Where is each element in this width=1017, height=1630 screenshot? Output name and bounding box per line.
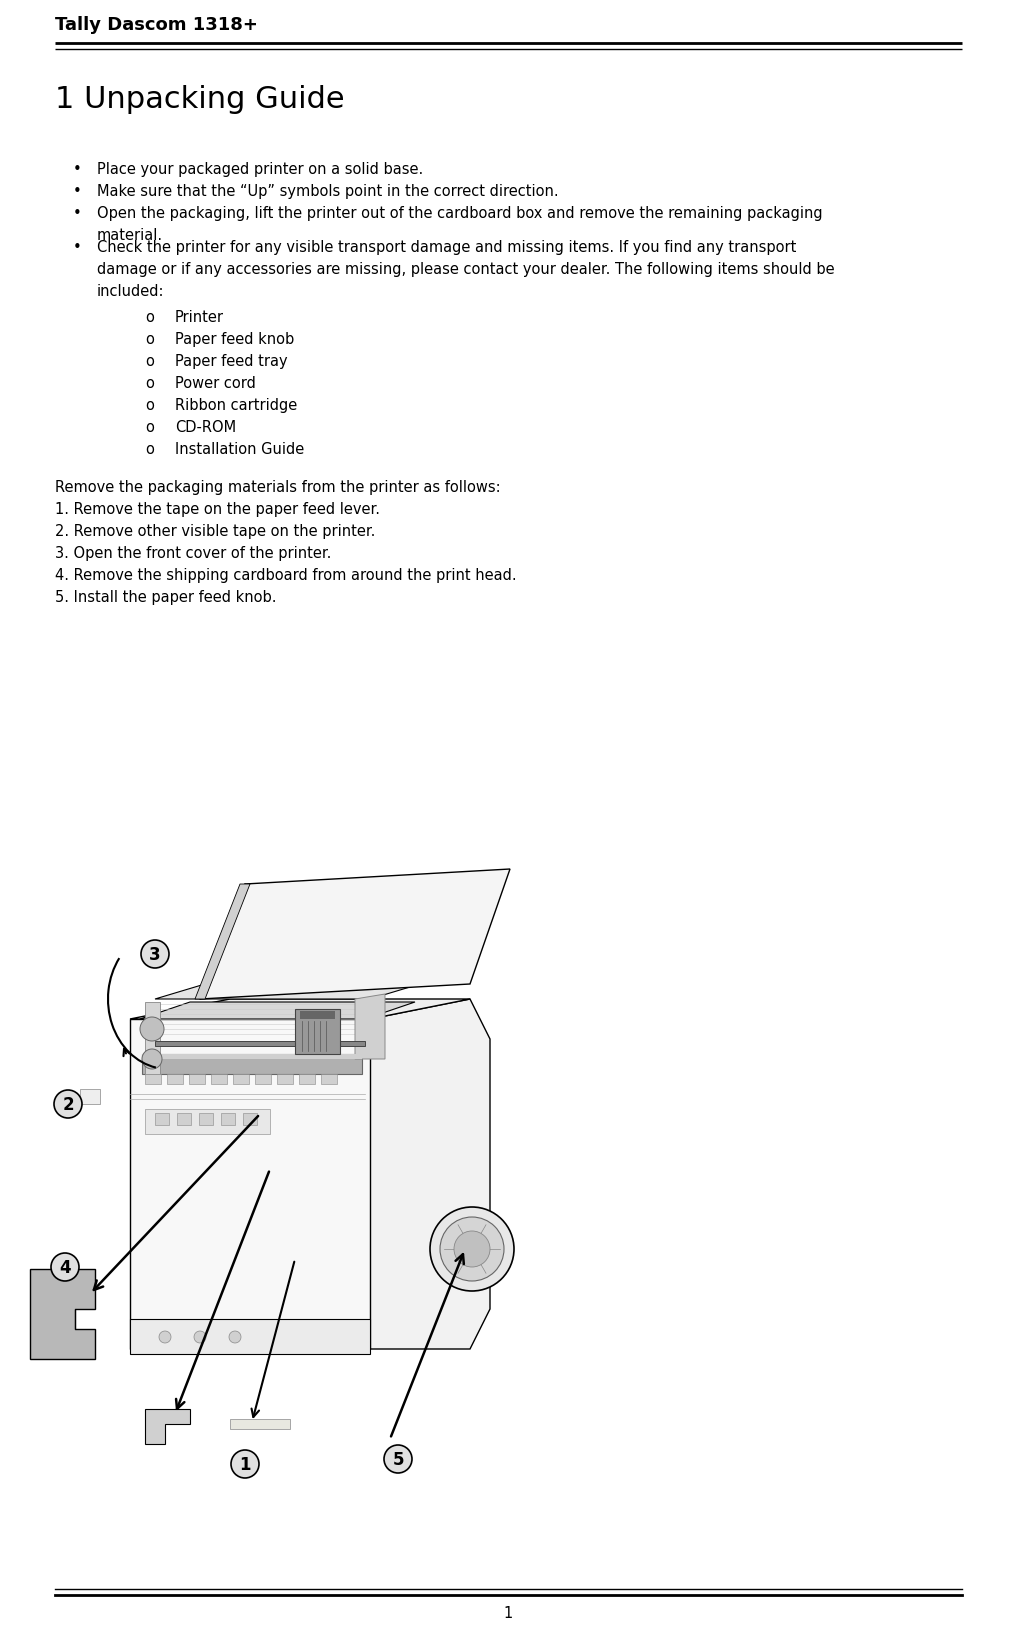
Text: Paper feed knob: Paper feed knob [175, 333, 294, 347]
Text: Check the printer for any visible transport damage and missing items. If you fin: Check the printer for any visible transp… [97, 240, 796, 254]
Text: Paper feed tray: Paper feed tray [175, 354, 288, 368]
Polygon shape [233, 1074, 249, 1084]
Polygon shape [277, 1074, 293, 1084]
Polygon shape [221, 1113, 235, 1125]
Polygon shape [243, 1113, 257, 1125]
Text: o: o [145, 442, 154, 456]
Polygon shape [189, 1074, 205, 1084]
Text: Make sure that the “Up” symbols point in the correct direction.: Make sure that the “Up” symbols point in… [97, 184, 558, 199]
Text: 5. Install the paper feed knob.: 5. Install the paper feed knob. [55, 590, 277, 605]
Text: material.: material. [97, 228, 163, 243]
Polygon shape [142, 1055, 362, 1074]
Text: 1: 1 [503, 1606, 514, 1620]
Polygon shape [299, 1074, 315, 1084]
Polygon shape [167, 1074, 183, 1084]
Text: Installation Guide: Installation Guide [175, 442, 304, 456]
Polygon shape [195, 885, 250, 999]
Circle shape [159, 1332, 171, 1343]
Polygon shape [142, 1055, 362, 1060]
Text: Printer: Printer [175, 310, 224, 324]
Text: o: o [145, 310, 154, 324]
Polygon shape [355, 994, 385, 1060]
Circle shape [229, 1332, 241, 1343]
Polygon shape [145, 1410, 190, 1444]
Text: CD-ROM: CD-ROM [175, 421, 236, 435]
Circle shape [430, 1208, 514, 1291]
Polygon shape [80, 1089, 100, 1104]
Polygon shape [177, 1113, 191, 1125]
Polygon shape [155, 985, 420, 999]
Polygon shape [130, 1019, 370, 1350]
Text: o: o [145, 421, 154, 435]
Polygon shape [230, 1420, 290, 1430]
Polygon shape [29, 1270, 95, 1359]
Text: o: o [145, 377, 154, 391]
Text: 4. Remove the shipping cardboard from around the print head.: 4. Remove the shipping cardboard from ar… [55, 567, 517, 582]
Text: Remove the packaging materials from the printer as follows:: Remove the packaging materials from the … [55, 479, 500, 494]
Text: 2: 2 [62, 1095, 74, 1113]
Circle shape [140, 1017, 164, 1042]
Polygon shape [295, 1009, 340, 1055]
Circle shape [194, 1332, 206, 1343]
Text: 2. Remove other visible tape on the printer.: 2. Remove other visible tape on the prin… [55, 523, 375, 538]
Text: 4: 4 [59, 1258, 71, 1276]
Polygon shape [211, 1074, 227, 1084]
Text: 1 Unpacking Guide: 1 Unpacking Guide [55, 85, 345, 114]
Polygon shape [130, 999, 470, 1019]
Circle shape [454, 1231, 490, 1267]
Text: 3. Open the front cover of the printer.: 3. Open the front cover of the printer. [55, 546, 332, 561]
Polygon shape [199, 1113, 213, 1125]
Text: Tally Dascom 1318+: Tally Dascom 1318+ [55, 16, 258, 34]
Polygon shape [200, 869, 510, 999]
Polygon shape [370, 999, 490, 1350]
Polygon shape [255, 1074, 271, 1084]
Circle shape [142, 1050, 162, 1069]
Polygon shape [321, 1074, 337, 1084]
Text: 3: 3 [149, 945, 161, 963]
Text: •: • [73, 184, 81, 199]
Text: •: • [73, 205, 81, 220]
Text: Open the packaging, lift the printer out of the cardboard box and remove the rem: Open the packaging, lift the printer out… [97, 205, 823, 220]
Text: 1: 1 [239, 1456, 251, 1474]
Circle shape [440, 1218, 504, 1281]
Text: damage or if any accessories are missing, please contact your dealer. The follow: damage or if any accessories are missing… [97, 262, 835, 277]
Text: Place your packaged printer on a solid base.: Place your packaged printer on a solid b… [97, 161, 423, 178]
Text: Ribbon cartridge: Ribbon cartridge [175, 398, 297, 412]
Polygon shape [155, 1113, 169, 1125]
Text: •: • [73, 161, 81, 178]
Text: •: • [73, 240, 81, 254]
Polygon shape [140, 1002, 415, 1019]
Text: o: o [145, 398, 154, 412]
Text: 1. Remove the tape on the paper feed lever.: 1. Remove the tape on the paper feed lev… [55, 502, 380, 517]
Polygon shape [155, 1042, 365, 1046]
Polygon shape [145, 1074, 161, 1084]
Polygon shape [130, 1319, 370, 1355]
Polygon shape [145, 1002, 160, 1074]
Text: o: o [145, 333, 154, 347]
Polygon shape [300, 1011, 335, 1019]
Text: Power cord: Power cord [175, 377, 256, 391]
Polygon shape [145, 1110, 270, 1134]
Text: included:: included: [97, 284, 165, 298]
Text: o: o [145, 354, 154, 368]
Text: 5: 5 [393, 1451, 404, 1469]
